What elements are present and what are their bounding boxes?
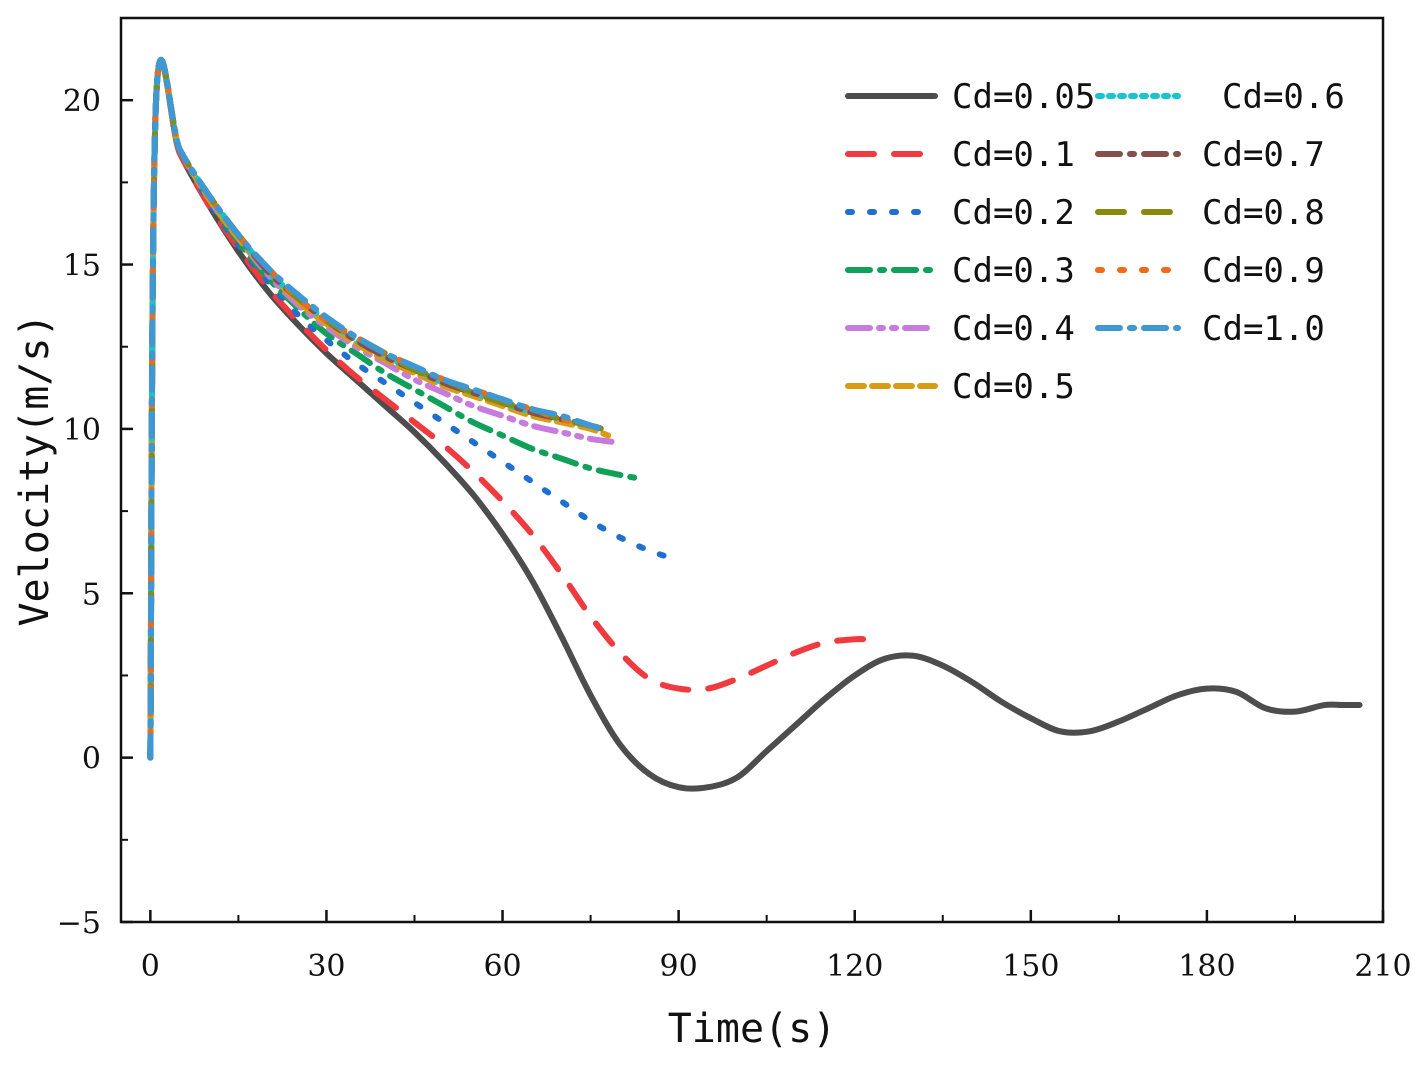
series-line-cd-0-05 bbox=[147, 57, 1363, 792]
x-tick-label: 0 bbox=[141, 949, 160, 984]
y-tick-label: 5 bbox=[82, 577, 101, 612]
y-axis-title: Velocity(m/s) bbox=[12, 313, 58, 626]
series-line-cd-1-0 bbox=[147, 57, 606, 761]
y-tick-label: 0 bbox=[82, 742, 101, 777]
legend-label-cd-0-9: Cd=0.9 bbox=[1202, 251, 1325, 291]
y-tick-label: 15 bbox=[63, 249, 101, 284]
x-tick-label: 120 bbox=[826, 949, 883, 984]
plot-frame bbox=[119, 16, 1385, 924]
legend-label-cd-0-5: Cd=0.5 bbox=[952, 367, 1075, 407]
legend-label-cd-0-8: Cd=0.8 bbox=[1202, 193, 1325, 233]
x-axis-title: Time(s) bbox=[668, 1006, 837, 1052]
x-tick-label: 180 bbox=[1178, 949, 1235, 984]
y-tick-label: 10 bbox=[63, 413, 101, 448]
legend: Cd=0.05 Cd=0.1 Cd=0.2 Cd=0.3 Cd=0.4 Cd=0.5 Cd=… bbox=[845, 77, 1345, 407]
x-tick-label: 60 bbox=[483, 949, 521, 984]
legend-label-cd-0-05: Cd=0.05 bbox=[952, 77, 1095, 117]
legend-label-cd-0-3: Cd=0.3 bbox=[952, 251, 1075, 291]
series-layer bbox=[147, 57, 1363, 792]
y-tick-label: 20 bbox=[63, 84, 101, 119]
y-tick-label: −5 bbox=[57, 906, 101, 941]
x-tick-label: 90 bbox=[660, 949, 698, 984]
series-line-cd-0-2 bbox=[147, 57, 682, 761]
legend-label-cd-0-2: Cd=0.2 bbox=[952, 193, 1075, 233]
series-line-cd-0-4 bbox=[147, 57, 618, 761]
x-tick-label: 210 bbox=[1354, 949, 1411, 984]
axis-layer: 0 30 60 90 120 150 180 210 −5 0 5 10 15 20 bbox=[57, 84, 1412, 984]
x-tick-label: 30 bbox=[307, 949, 345, 984]
legend-label-cd-1-0: Cd=1.0 bbox=[1202, 309, 1325, 349]
x-tick-label: 150 bbox=[1002, 949, 1059, 984]
legend-label-cd-0-1: Cd=0.1 bbox=[952, 135, 1075, 175]
legend-label-cd-0-6: Cd=0.6 bbox=[1222, 77, 1345, 117]
legend-label-cd-0-4: Cd=0.4 bbox=[952, 309, 1075, 349]
legend-label-cd-0-7: Cd=0.7 bbox=[1202, 135, 1325, 175]
